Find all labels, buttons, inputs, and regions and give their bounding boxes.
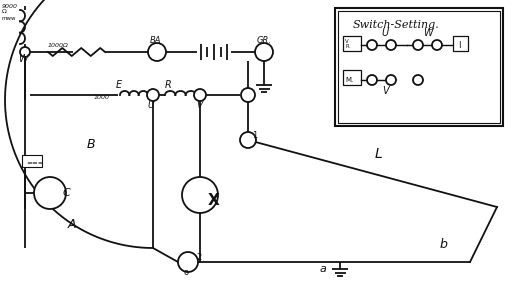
- Circle shape: [194, 89, 206, 101]
- Circle shape: [20, 47, 30, 57]
- Circle shape: [367, 40, 377, 50]
- Circle shape: [413, 75, 423, 85]
- Circle shape: [367, 75, 377, 85]
- Circle shape: [34, 177, 66, 209]
- Text: ===: ===: [26, 160, 44, 166]
- Circle shape: [178, 252, 198, 272]
- Text: V: V: [382, 86, 389, 96]
- FancyBboxPatch shape: [343, 36, 361, 51]
- Text: Ω: Ω: [2, 9, 7, 14]
- FancyBboxPatch shape: [453, 36, 468, 51]
- Text: 9000: 9000: [2, 4, 18, 9]
- Text: B: B: [87, 138, 96, 151]
- Circle shape: [240, 132, 256, 148]
- Text: 1000: 1000: [94, 95, 110, 100]
- Text: 1000Ω: 1000Ω: [48, 43, 69, 48]
- Text: C: C: [63, 188, 71, 198]
- Text: Switch-Setting.: Switch-Setting.: [353, 20, 440, 30]
- Circle shape: [182, 177, 218, 213]
- Circle shape: [413, 40, 423, 50]
- FancyBboxPatch shape: [343, 70, 361, 85]
- Text: X: X: [208, 193, 220, 208]
- Text: U: U: [381, 28, 388, 38]
- Text: V: V: [345, 39, 349, 44]
- Text: GR.: GR.: [257, 36, 272, 45]
- Circle shape: [148, 43, 166, 61]
- FancyBboxPatch shape: [335, 8, 503, 126]
- Text: W: W: [423, 28, 433, 38]
- Text: R: R: [165, 80, 172, 90]
- FancyBboxPatch shape: [338, 11, 500, 123]
- Text: L: L: [375, 147, 383, 161]
- Text: U: U: [147, 101, 154, 110]
- Text: E: E: [116, 80, 122, 90]
- Circle shape: [255, 43, 273, 61]
- Text: R: R: [345, 44, 349, 49]
- FancyBboxPatch shape: [22, 155, 42, 167]
- Circle shape: [386, 75, 396, 85]
- Text: b: b: [440, 238, 448, 251]
- Text: o: o: [183, 268, 188, 277]
- Text: W: W: [18, 54, 28, 64]
- Text: 2: 2: [196, 253, 201, 262]
- Text: 1: 1: [252, 131, 257, 140]
- Text: mww: mww: [2, 16, 16, 21]
- Text: BA: BA: [150, 36, 161, 45]
- Circle shape: [241, 88, 255, 102]
- Circle shape: [432, 40, 442, 50]
- Text: a: a: [320, 264, 327, 274]
- Text: V: V: [196, 101, 202, 110]
- Circle shape: [147, 89, 159, 101]
- Text: A: A: [68, 218, 76, 231]
- Text: M.: M.: [345, 77, 353, 83]
- Circle shape: [386, 40, 396, 50]
- Text: I: I: [458, 41, 460, 50]
